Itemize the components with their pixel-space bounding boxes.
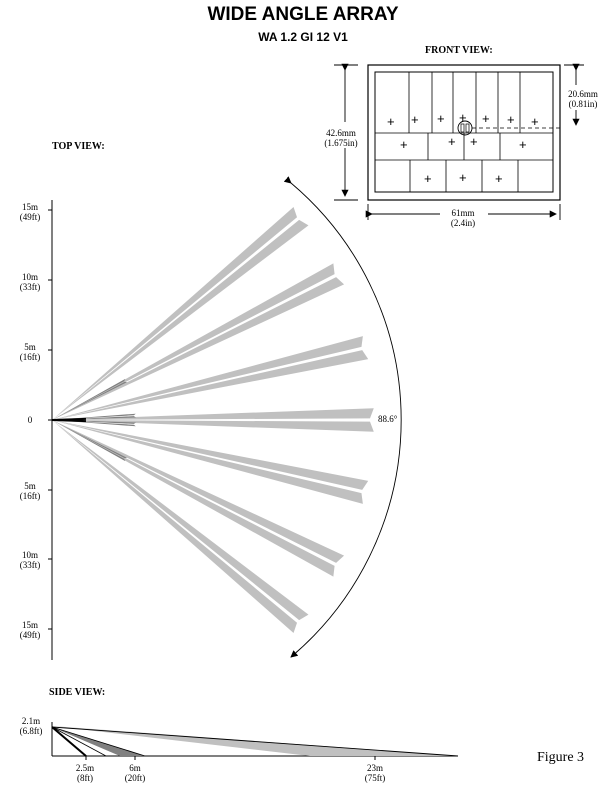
plus-mark: + <box>459 110 467 125</box>
distance-meters: 2.5m <box>75 763 95 773</box>
side-height-label: 2.1m (6.8ft) <box>14 716 48 736</box>
plus-mark: + <box>437 111 445 126</box>
side-height-m: 2.1m <box>21 716 41 726</box>
plus-mark: + <box>400 137 408 152</box>
top-view-axis <box>48 200 58 660</box>
beam-far <box>52 420 363 504</box>
beam-far <box>52 350 369 420</box>
sensor-outline <box>367 64 561 201</box>
tick-feet: (16ft) <box>19 352 41 362</box>
tick-meters: 5m <box>24 481 36 491</box>
plus-mark: + <box>531 114 539 129</box>
side-height-ft: (6.8ft) <box>19 726 43 736</box>
front-height-label: 42.6mm (1.675in) <box>318 128 364 148</box>
top-view-beams <box>51 207 374 633</box>
tick-meters: 0 <box>27 415 33 425</box>
side-distance-label: 23m (75ft) <box>360 763 390 783</box>
beam-close <box>51 419 87 423</box>
distance-feet: (75ft) <box>364 773 386 783</box>
plus-mark: + <box>448 134 456 149</box>
front-window-mm: 20.6mm <box>568 89 598 99</box>
front-height-mm: 42.6mm <box>326 128 356 138</box>
coverage-angle-label: 88.6° <box>378 414 398 424</box>
beam-far <box>52 219 309 420</box>
plus-mark: + <box>459 170 467 185</box>
top-tick-label: 5m (16ft) <box>10 342 50 362</box>
front-width-mm: 61mm <box>451 208 475 218</box>
tick-meters: 15m <box>21 202 38 212</box>
tick-feet: (16ft) <box>19 491 41 501</box>
beam-far <box>52 420 369 490</box>
distance-meters: 23m <box>366 763 383 773</box>
plus-mark: + <box>519 137 527 152</box>
front-width-in: (2.4in) <box>450 218 476 228</box>
front-width-label: 61mm (2.4in) <box>440 208 486 228</box>
distance-meters: 6m <box>129 763 141 773</box>
tick-feet: (49ft) <box>19 212 41 222</box>
top-tick-label: 15m (49ft) <box>10 620 50 640</box>
front-view-dimensions <box>334 63 584 220</box>
plus-mark: + <box>387 114 395 129</box>
side-view-drawing <box>51 722 459 760</box>
plus-mark: + <box>507 112 515 127</box>
beam-near <box>52 378 126 420</box>
distance-feet: (20ft) <box>124 773 146 783</box>
front-window-in: (0.81in) <box>568 99 598 109</box>
tick-meters: 5m <box>24 342 36 352</box>
tick-meters: 10m <box>21 550 38 560</box>
top-tick-label: 0 <box>10 415 50 425</box>
front-height-in: (1.675in) <box>324 138 358 148</box>
beam-far <box>52 207 298 420</box>
top-view-heading: TOP VIEW: <box>52 141 105 152</box>
beam-near <box>52 420 128 459</box>
tick-feet: (33ft) <box>19 560 41 570</box>
side-distance-label: 6m (20ft) <box>120 763 150 783</box>
page-subtitle: WA 1.2 GI 12 V1 <box>258 30 348 44</box>
tick-meters: 10m <box>21 272 38 282</box>
beam-far <box>52 336 363 420</box>
lens-outline <box>374 71 554 193</box>
beam-near <box>52 420 126 462</box>
top-tick-label: 15m (49ft) <box>10 202 50 222</box>
tick-feet: (33ft) <box>19 282 41 292</box>
beam-far <box>52 420 345 563</box>
plus-mark: + <box>411 112 419 127</box>
front-view-drawing <box>367 64 561 201</box>
plus-mark: + <box>470 134 478 149</box>
front-view-focus-marks: + + + + + + + + + + + + + + <box>387 110 539 186</box>
beam-far <box>52 277 345 420</box>
front-view-heading: FRONT VIEW: <box>425 45 493 56</box>
plus-mark: + <box>482 111 490 126</box>
side-view-heading: SIDE VIEW: <box>49 687 106 698</box>
page-title: WIDE ANGLE ARRAY <box>207 4 399 25</box>
front-window-label: 20.6mm (0.81in) <box>560 89 606 109</box>
top-tick-label: 5m (16ft) <box>10 481 50 501</box>
plus-mark: + <box>495 171 503 186</box>
figure-label: Figure 3 <box>537 750 585 765</box>
plus-mark: + <box>424 171 432 186</box>
distance-feet: (8ft) <box>77 773 93 783</box>
tick-feet: (49ft) <box>19 630 41 640</box>
top-tick-label: 10m (33ft) <box>10 272 50 292</box>
top-tick-label: 10m (33ft) <box>10 550 50 570</box>
coverage-arc <box>283 176 402 658</box>
tick-meters: 15m <box>21 620 38 630</box>
beam-far <box>52 420 309 621</box>
beam-far <box>52 420 298 633</box>
side-distance-label: 2.5m (8ft) <box>70 763 100 783</box>
beam-near <box>52 381 128 420</box>
